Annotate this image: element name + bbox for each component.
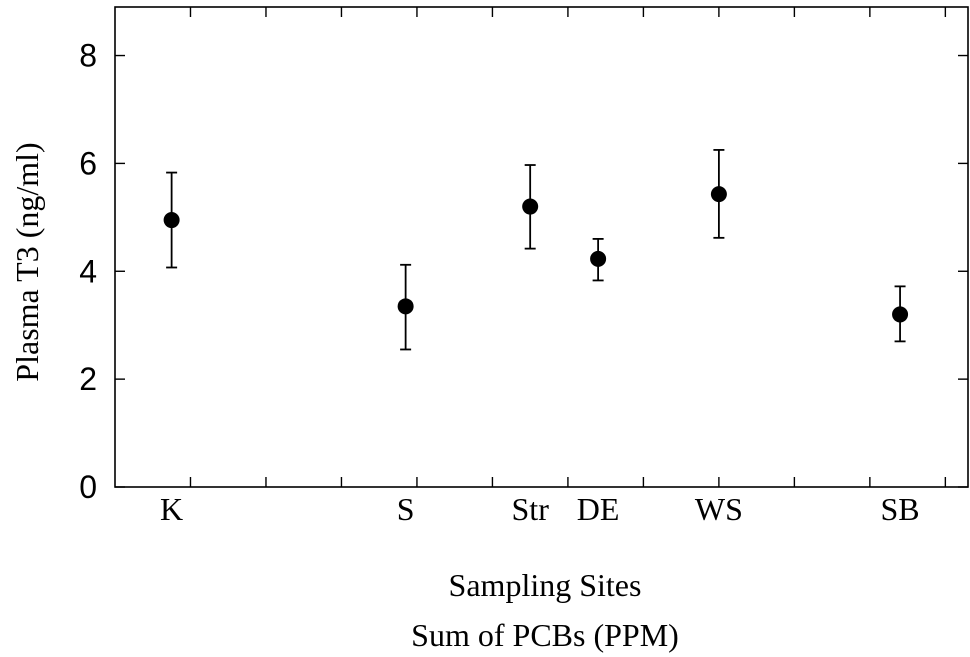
x-axis-title: Sampling Sites: [449, 567, 642, 603]
y-tick-label: 0: [79, 469, 97, 505]
error-bars: [166, 149, 906, 351]
data-point: [590, 250, 607, 267]
data-point: [522, 198, 539, 215]
y-tick-label: 4: [79, 253, 97, 289]
y-tick-label: 8: [79, 38, 97, 74]
x-tick-label: K: [160, 491, 183, 527]
data-point: [163, 212, 180, 229]
plot-frame: [114, 6, 969, 488]
data-point: [710, 186, 727, 203]
y-axis-ticks: 0 2 4 6 8: [79, 38, 968, 505]
x-tick-label: WS: [695, 491, 743, 527]
x-axis-subtitle: Sum of PCBs (PPM): [411, 617, 679, 653]
x-tick-label: Str: [512, 491, 550, 527]
data-point: [397, 298, 414, 315]
x-category-labels: K S Str DE WS SB: [160, 491, 920, 527]
plot-border: [114, 6, 969, 488]
x-tick-label: DE: [577, 491, 620, 527]
x-tick-label: S: [397, 491, 415, 527]
x-axis-ticks: [189, 7, 947, 487]
y-axis-title: Plasma T3 (ng/ml): [9, 142, 45, 381]
x-tick-label: SB: [880, 491, 919, 527]
data-points: [163, 186, 909, 323]
data-point: [892, 306, 909, 323]
y-tick-label: 2: [79, 361, 97, 397]
y-tick-label: 6: [79, 145, 97, 181]
